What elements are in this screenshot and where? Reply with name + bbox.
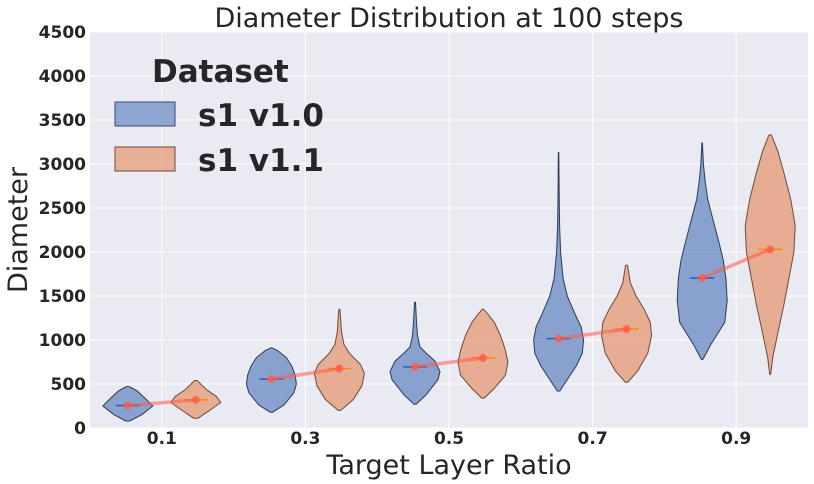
median-trend-segment (556, 327, 629, 341)
chart-title: Diameter Distribution at 100 steps (214, 3, 683, 34)
x-tick-label: 0.1 (147, 429, 177, 449)
y-axis-ticks: 0 500 1000 1500 2000 2500 3000 3500 4000 4500 (39, 23, 86, 439)
x-tick-label: 0.7 (578, 429, 608, 449)
grid-lines (90, 31, 808, 429)
median-point-s1-v1-1 (191, 395, 200, 404)
violin-s1-v1-0-0.9 (676, 142, 728, 360)
median-point-s1-v1-1 (479, 354, 487, 363)
median-point-s1-v1-1 (622, 325, 631, 333)
x-axis-ticks: 0.1 0.3 0.5 0.7 0.9 (147, 429, 752, 449)
violin-s1-v1-1-0.9 (744, 134, 796, 375)
median-trend-segment (269, 366, 342, 381)
violin-s1-v1-1-0.3 (313, 308, 365, 411)
x-tick-label: 0.9 (721, 429, 751, 449)
legend: Dataset s1 v1.0 s1 v1.1 (114, 54, 324, 179)
legend-title: Dataset (152, 54, 289, 90)
legend-label-s1-v1-0: s1 v1.0 (198, 98, 324, 134)
median-point-s1-v1-0 (123, 401, 132, 410)
y-tick-label: 1500 (39, 287, 86, 307)
median-point-s1-v1-0 (267, 375, 276, 384)
median-trend-segment (126, 398, 198, 408)
legend-label-s1-v1-1: s1 v1.1 (198, 143, 324, 179)
y-axis-label: Diameter (3, 166, 34, 293)
legend-swatch-s1-v1-0 (114, 101, 176, 127)
legend-swatch-s1-v1-1 (114, 146, 176, 172)
median-trend-segment (700, 247, 772, 280)
y-tick-label: 2000 (39, 243, 86, 263)
y-tick-label: 0 (74, 419, 86, 439)
violin-s1-v1-1-0.5 (457, 308, 509, 399)
median-point-s1-v1-1 (335, 364, 344, 373)
median-trend-lines (123, 245, 775, 410)
y-tick-label: 500 (51, 375, 87, 395)
y-tick-label: 2500 (39, 199, 86, 219)
y-tick-label: 3000 (39, 155, 86, 175)
median-point-s1-v1-0 (411, 362, 419, 371)
x-axis-label: Target Layer Ratio (325, 450, 571, 481)
y-tick-label: 3500 (39, 111, 86, 131)
median-point-s1-v1-1 (766, 245, 775, 254)
median-trend-segment (413, 356, 485, 369)
median-point-s1-v1-0 (698, 273, 707, 282)
y-tick-label: 4500 (39, 23, 86, 43)
median-point-s1-v1-0 (554, 334, 563, 343)
violin-s1-v1-1-0.7 (601, 264, 653, 383)
x-tick-label: 0.3 (290, 429, 320, 449)
y-tick-label: 4000 (39, 67, 86, 87)
y-tick-label: 1000 (39, 331, 86, 351)
violin-s1-v1-0-0.5 (389, 301, 441, 405)
x-tick-label: 0.5 (434, 429, 464, 449)
